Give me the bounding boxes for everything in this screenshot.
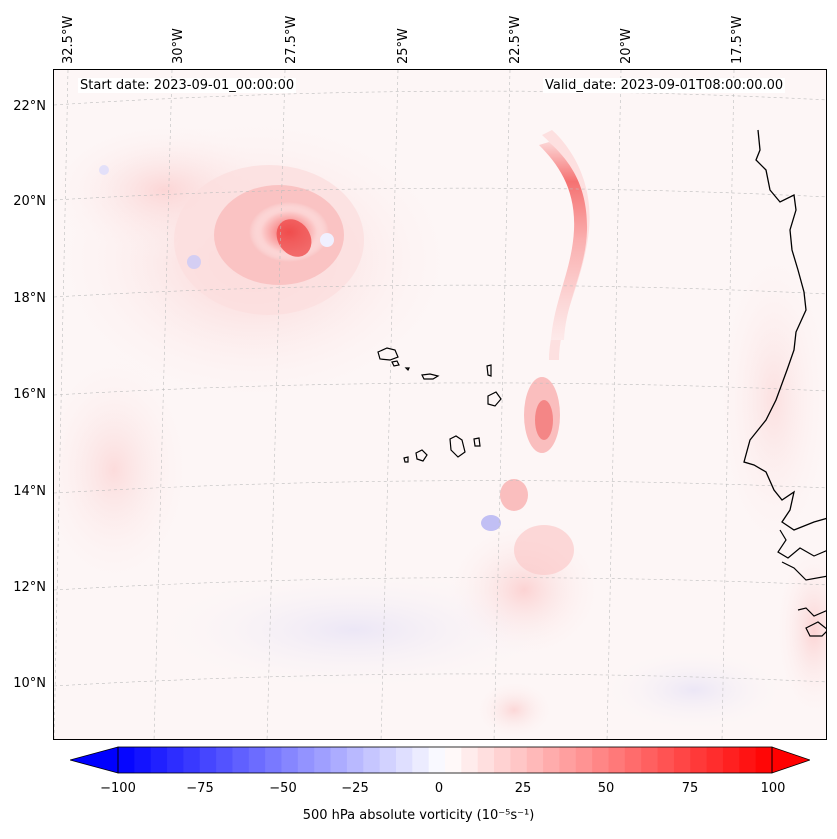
colorbar-cell: [690, 747, 708, 773]
colorbar-label: 500 hPa absolute vorticity (10⁻⁵s⁻¹): [302, 808, 535, 823]
colorbar-cell: [608, 747, 626, 773]
colorbar-cell: [379, 747, 397, 773]
colorbar-cell: [412, 747, 430, 773]
island: [487, 391, 502, 407]
lat-label: 12°N: [13, 580, 46, 595]
lon-label: 27.5°W: [284, 15, 299, 64]
colorbar-cell: [134, 747, 152, 773]
vorticity-maximum: [99, 165, 364, 315]
colorbar-cell: [706, 747, 724, 773]
colorbar-cell: [510, 747, 528, 773]
colorbar-cell: [657, 747, 675, 773]
coastline: [805, 621, 826, 637]
vorticity-band: [481, 130, 590, 575]
colorbar-cell: [232, 747, 250, 773]
start-date-label: Start date: 2023-09-01_00:00:00: [78, 78, 297, 93]
lon-label: 22.5°W: [508, 15, 523, 64]
island: [391, 360, 400, 367]
lat-label: 18°N: [13, 291, 46, 306]
colorbar-cell: [461, 747, 479, 773]
island: [377, 347, 399, 361]
colorbar-cell: [477, 747, 495, 773]
colorbar-cell: [722, 747, 740, 773]
colorbar-cell: [265, 747, 282, 773]
island: [415, 449, 428, 462]
lat-label: 20°N: [13, 194, 46, 209]
lon-label: 20°W: [619, 28, 634, 64]
colorbar-cell: [592, 747, 609, 773]
colorbar-tick: 0: [434, 781, 444, 796]
colorbar-cell: [330, 747, 348, 773]
colorbar-cell: [281, 747, 299, 773]
colorbar-cell: [150, 747, 168, 773]
lon-label: 25°W: [396, 28, 411, 64]
colorbar-cell: [543, 747, 560, 773]
valid-date-label: Valid_date: 2023-09-01T08:00:00.00: [543, 78, 786, 93]
coastline: [743, 129, 826, 531]
lat-label: 22°N: [13, 99, 46, 114]
colorbar-cell: [559, 747, 577, 773]
colorbar-cell: [248, 747, 266, 773]
coastline: [777, 529, 826, 559]
lon-label: 32.5°W: [61, 15, 76, 64]
colorbar: [70, 746, 810, 774]
colorbar-tick: 100: [760, 781, 786, 796]
colorbar-tick: −100: [100, 781, 136, 796]
colorbar-extend-low: [70, 746, 119, 774]
colorbar-cell: [526, 747, 544, 773]
colorbar-cell: [428, 747, 446, 773]
colorbar-cell: [395, 747, 413, 773]
cape-verde-islands: [377, 347, 502, 463]
colorbar-cell: [624, 747, 642, 773]
lat-label: 10°N: [13, 676, 46, 691]
colorbar-tick: 50: [597, 781, 615, 796]
colorbar-cell: [641, 747, 659, 773]
colorbar-cell: [199, 747, 217, 773]
colorbar-tick: −75: [186, 781, 214, 796]
colorbar-cell: [167, 747, 184, 773]
lon-label: 17.5°W: [730, 15, 745, 64]
colorbar-cells: [118, 747, 773, 773]
colorbar-cell: [575, 747, 593, 773]
colorbar-cell: [216, 747, 233, 773]
colorbar-cell: [118, 747, 135, 773]
colorbar-tick: −25: [341, 781, 369, 796]
colorbar-cell: [739, 747, 757, 773]
colorbar-cell: [183, 747, 201, 773]
colorbar-cell: [445, 747, 462, 773]
island: [486, 364, 492, 377]
colorbar-cell: [346, 747, 364, 773]
colorbar-extend-high: [771, 746, 810, 774]
lat-label: 16°N: [13, 387, 46, 402]
background-patches: [54, 110, 826, 739]
colorbar-cell: [363, 747, 381, 773]
coastline: [781, 561, 826, 581]
vorticity-field: [54, 70, 826, 739]
colorbar-cell: [297, 747, 315, 773]
colorbar-cell: [673, 747, 691, 773]
colorbar-tick: 75: [681, 781, 699, 796]
gridlines: [54, 70, 826, 739]
colorbar-cell: [755, 747, 773, 773]
island: [449, 435, 466, 458]
colorbar-cell: [494, 747, 511, 773]
coastline: [797, 607, 826, 617]
map-panel[interactable]: [53, 69, 827, 740]
island: [473, 437, 481, 447]
island: [403, 456, 409, 463]
island: [421, 373, 440, 380]
lat-label: 14°N: [13, 484, 46, 499]
colorbar-tick: −50: [269, 781, 297, 796]
island: [404, 367, 410, 372]
colorbar-tick: 25: [514, 781, 532, 796]
colorbar-frame: [117, 746, 773, 774]
colorbar-cell: [314, 747, 332, 773]
lon-label: 30°W: [171, 28, 186, 64]
